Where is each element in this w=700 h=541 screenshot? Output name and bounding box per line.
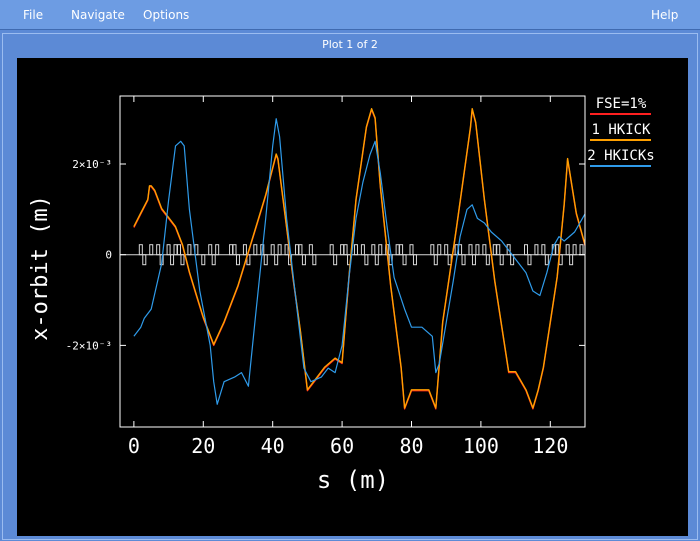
lattice-element <box>524 244 529 256</box>
lattice-element <box>371 244 376 256</box>
lattice-element <box>482 244 487 256</box>
lattice-element <box>544 254 549 266</box>
orbit-chart: 0 20 40 60 80 100 120 2×10⁻³ 0 -2×10⁻³ x-orbit (m… <box>28 95 655 494</box>
plot-frame <box>119 95 586 428</box>
lattice-element <box>166 244 171 256</box>
lattice-element <box>527 254 532 266</box>
y-tick-label: -2×10⁻³ <box>66 339 112 352</box>
lattice-element <box>187 244 192 256</box>
lattice-element <box>176 244 181 256</box>
lattice-element <box>475 244 480 256</box>
lattice-element <box>496 244 501 256</box>
lattice-element <box>343 244 348 256</box>
lattice-element <box>572 244 577 256</box>
lattice-element <box>308 244 313 256</box>
lattice-element <box>378 244 383 256</box>
y-tick-label: 0 <box>105 249 112 262</box>
lattice-element <box>211 254 216 266</box>
lattice-element <box>253 244 258 256</box>
legend-label-2: 1 HKICK <box>591 122 651 138</box>
lattice-element <box>156 244 161 256</box>
lattice-element <box>360 244 365 256</box>
menu-file[interactable]: File <box>23 8 44 22</box>
lattice-element <box>579 244 584 256</box>
lattice-element <box>333 254 338 266</box>
lattice-element <box>232 244 237 256</box>
lattice-element <box>170 254 175 266</box>
lattice-element <box>242 244 247 256</box>
lattice-element <box>555 244 560 256</box>
legend: FSE=1% 1 HKICK 2 HKICKs <box>587 96 655 167</box>
lattice-element <box>277 244 282 256</box>
lattice-element <box>506 244 511 256</box>
menu-help[interactable]: Help <box>651 8 679 22</box>
lattice-element <box>569 254 574 266</box>
lattice-element <box>298 244 303 256</box>
lattice-element <box>364 254 369 266</box>
x-axis-label: s (m) <box>317 466 389 494</box>
lattice-element <box>201 254 206 266</box>
menu-navigate[interactable]: Navigate <box>71 8 125 22</box>
lattice-element <box>149 244 154 256</box>
lattice-element <box>301 254 306 266</box>
x-tick-label: 40 <box>261 434 285 458</box>
lattice-element <box>399 244 404 256</box>
lattice-element <box>284 244 289 256</box>
lattice-element <box>215 244 220 256</box>
lattice-element <box>173 244 178 256</box>
x-tick-label: 60 <box>330 434 354 458</box>
lattice-element <box>430 244 435 256</box>
lattice-element <box>353 244 358 256</box>
lattice-element <box>402 254 407 266</box>
lattice-element <box>340 244 345 256</box>
x-tick-label: 0 <box>128 434 140 458</box>
lattice-element <box>444 244 449 256</box>
lattice-element <box>235 254 240 266</box>
y-axis-label: x-orbit (m) <box>28 195 53 341</box>
lattice-element <box>263 254 268 266</box>
lattice-element <box>180 254 185 266</box>
lattice-element <box>138 244 143 256</box>
lattice-element <box>541 244 546 256</box>
menu-bar: File Navigate Options Help <box>0 0 700 30</box>
lattice-element <box>499 254 504 266</box>
x-tick-label: 100 <box>463 434 499 458</box>
lattice-element <box>534 244 539 256</box>
x-tick-label: 120 <box>532 434 568 458</box>
lattice-element <box>471 254 476 266</box>
legend-label-3: 2 HKICKs <box>587 148 654 164</box>
lattice-element <box>485 254 490 266</box>
menu-options[interactable]: Options <box>143 8 190 22</box>
lattice-element <box>229 244 234 256</box>
lattice-element <box>142 254 147 266</box>
plot-window-title: Plot 1 of 2 <box>322 38 378 51</box>
lattice-element <box>565 244 570 256</box>
series-line-2 <box>133 108 586 409</box>
lattice-element <box>270 244 275 256</box>
series-line-3 <box>133 118 586 405</box>
lattice-element <box>395 244 400 256</box>
lattice-element <box>437 244 442 256</box>
plot-window: Plot 1 of 2 0 20 40 60 80 100 120 2×10⁻³ 0 -2×10⁻… <box>2 33 698 540</box>
plot-area: 0 20 40 60 80 100 120 2×10⁻³ 0 -2×10⁻³ x-orbit (m… <box>17 58 688 536</box>
lattice-element <box>294 244 299 256</box>
lattice-element <box>208 244 213 256</box>
lattice-element <box>433 254 438 266</box>
lattice-element <box>274 254 279 266</box>
lattice-element <box>461 254 466 266</box>
x-tick-label: 80 <box>399 434 423 458</box>
lattice-element <box>468 244 473 256</box>
lattice-element <box>409 244 414 256</box>
lattice-element <box>312 254 317 266</box>
x-tick-label: 20 <box>191 434 215 458</box>
legend-label-1: FSE=1% <box>596 96 647 112</box>
lattice-element <box>374 254 379 266</box>
lattice-element <box>492 244 497 256</box>
lattice-element <box>412 254 417 266</box>
lattice-element <box>329 244 334 256</box>
y-tick-label: 2×10⁻³ <box>72 158 112 171</box>
